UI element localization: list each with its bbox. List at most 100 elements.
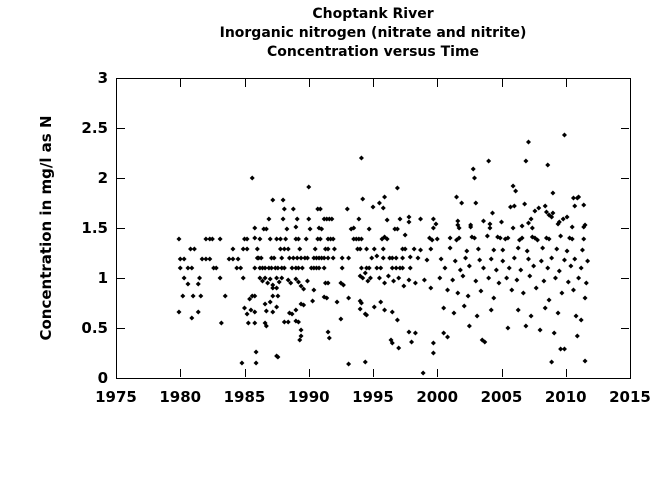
data-point [500, 247, 506, 253]
data-point [466, 263, 472, 269]
data-point [325, 329, 331, 335]
data-point [203, 256, 209, 262]
data-point [454, 194, 460, 200]
data-point [313, 255, 319, 261]
data-point [542, 203, 548, 209]
data-point [266, 216, 272, 222]
data-point [488, 256, 494, 262]
data-point [207, 236, 213, 242]
data-point [407, 265, 413, 271]
data-point [524, 248, 530, 254]
data-point [468, 224, 474, 230]
data-point [397, 265, 403, 271]
data-point [406, 329, 412, 335]
data-point [279, 255, 285, 261]
data-point [380, 205, 386, 211]
data-point [362, 270, 368, 276]
data-point [295, 279, 301, 285]
data-point [585, 258, 591, 264]
data-point [252, 320, 258, 326]
chart-title-block: Choptank River Inorganic nitrogen (nitra… [116, 5, 630, 62]
data-point [549, 255, 555, 261]
data-point [572, 256, 578, 262]
data-point [561, 346, 567, 352]
data-point [252, 309, 258, 315]
data-point [311, 255, 317, 261]
data-point [240, 275, 246, 281]
data-point [301, 302, 307, 308]
y-tick-label: 2.5 [81, 119, 108, 137]
data-point [262, 275, 268, 281]
data-point [493, 267, 499, 273]
data-point [322, 246, 328, 252]
y-tick-label: 1.5 [81, 219, 108, 237]
data-point [393, 265, 399, 271]
data-point [457, 267, 463, 273]
data-point [400, 255, 406, 261]
data-point [249, 175, 255, 181]
x-tick-label: 2010 [544, 388, 587, 406]
data-point [551, 330, 557, 336]
data-point [394, 226, 400, 232]
data-point [270, 309, 276, 315]
data-point [400, 246, 406, 252]
data-point [263, 308, 269, 314]
data-point [514, 277, 520, 283]
data-point [356, 236, 362, 242]
data-point [455, 218, 461, 224]
data-point [488, 307, 494, 313]
data-point [294, 216, 300, 222]
data-point [321, 216, 327, 222]
data-point [284, 226, 290, 232]
data-point [564, 214, 570, 220]
data-point [481, 265, 487, 271]
data-point [263, 323, 269, 329]
data-point [185, 281, 191, 287]
data-point [482, 339, 488, 345]
data-point [447, 245, 453, 251]
data-point [222, 293, 228, 299]
data-point [360, 196, 366, 202]
data-point [380, 255, 386, 261]
data-point [561, 132, 567, 138]
data-point [366, 265, 372, 271]
data-point [473, 278, 479, 284]
data-point [275, 265, 281, 271]
data-point [279, 275, 285, 281]
data-point [265, 280, 271, 286]
data-point [317, 236, 323, 242]
data-point [298, 283, 304, 289]
data-point [351, 225, 357, 231]
data-point [445, 287, 451, 293]
data-point [276, 279, 282, 285]
data-point [459, 200, 465, 206]
data-point [400, 265, 406, 271]
data-point [319, 255, 325, 261]
data-point [384, 217, 390, 223]
data-point [499, 219, 504, 225]
data-point [312, 246, 318, 252]
data-point [293, 276, 299, 282]
data-point [211, 265, 217, 271]
data-point [281, 265, 287, 271]
data-point [447, 235, 453, 241]
data-point [213, 265, 219, 271]
data-point [486, 275, 492, 281]
data-point [190, 293, 196, 299]
data-point [522, 201, 528, 207]
data-point [582, 358, 588, 364]
data-point [293, 236, 299, 242]
data-point [277, 236, 283, 242]
data-point [507, 204, 513, 210]
data-point [285, 277, 291, 283]
data-point [185, 265, 191, 271]
data-point [556, 219, 562, 225]
data-point [340, 282, 346, 288]
data-point [437, 275, 443, 281]
data-point [532, 208, 538, 214]
data-point [389, 265, 395, 271]
data-point [550, 210, 556, 216]
y-tick-label: 1 [97, 269, 108, 287]
data-point [338, 316, 344, 322]
data-point [317, 206, 323, 212]
